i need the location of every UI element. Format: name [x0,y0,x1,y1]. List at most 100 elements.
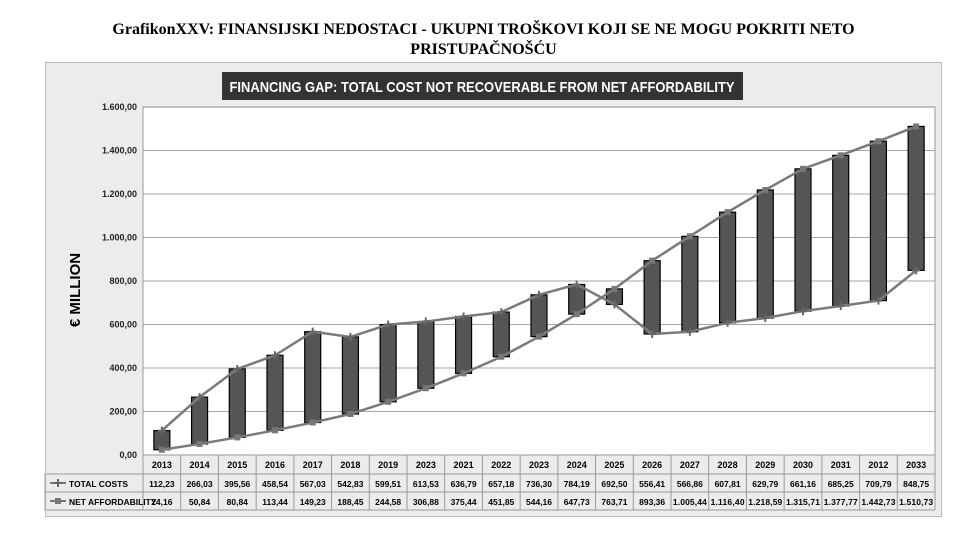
total-costs-marker [874,296,883,305]
net-affordability-marker [875,138,882,145]
net-affordability-marker [649,257,656,264]
data-cell: 736,30 [526,479,552,489]
data-cell: 784,19 [564,479,590,489]
y-tick-label: 600,00 [109,320,137,330]
net-affordability-marker [837,152,844,159]
gap-bar [190,396,209,445]
data-cell: 599,51 [375,479,401,489]
data-cell: 375,44 [451,497,477,507]
x-tick-label: 2026 [642,460,662,470]
y-axis-label: € MILLION [67,253,84,327]
x-tick-label: 2031 [831,460,851,470]
gap-bar [794,168,812,312]
x-tick-label: 2016 [265,460,285,470]
total-costs-marker [610,300,619,309]
net-affordability-marker [573,311,580,318]
x-tick-label: 2015 [227,460,247,470]
x-tick-label: 2012 [868,460,888,470]
data-cell: 636,79 [451,479,477,489]
x-tick-label: 2025 [604,460,624,470]
gap-bar [643,260,661,335]
total-costs-marker [572,280,581,289]
net-affordability-marker [913,123,920,130]
total-costs-marker [799,307,807,316]
data-cell: 1.005,44 [673,497,707,507]
gap-bar [718,211,737,324]
net-affordability-marker [272,427,278,434]
net-affordability-marker [347,411,354,418]
total-costs-marker [233,364,242,373]
x-tick-label: 2017 [303,460,323,470]
x-tick-label: 2018 [340,460,360,470]
total-costs-marker [723,318,732,327]
total-costs-marker [761,314,770,323]
gap-bar [832,154,850,307]
net-affordability-marker [498,353,505,360]
total-costs-marker [535,290,543,299]
data-cell: 1.218,59 [748,497,782,507]
x-tick-label: 2023 [416,460,436,470]
data-cell: 244,58 [375,497,401,507]
net-affordability-marker [686,233,693,240]
legend-plus-marker [54,479,62,487]
x-tick-label: 2013 [152,460,172,470]
data-cell: 544,16 [526,497,552,507]
data-cell: 629,79 [752,479,778,489]
data-cell: 1.377,77 [824,497,858,507]
document-title-line1: GrafikonXXV: FINANSIJSKI NEDOSTACI - UKU… [112,21,855,38]
data-cell: 613,53 [413,479,439,489]
net-affordability-marker [309,419,316,426]
net-affordability-marker [196,440,203,447]
net-affordability-marker [800,165,806,172]
data-cell: 607,81 [715,479,741,489]
x-tick-label: 2028 [718,460,738,470]
gap-bar [530,294,548,338]
data-cell: 112,23 [149,479,175,489]
net-affordability-marker [385,398,392,405]
net-affordability-marker [611,285,618,292]
chart-title: FINANCING GAP: TOTAL COST NOT RECOVERABL… [230,79,735,96]
data-cell: 566,86 [677,479,703,489]
gap-bar [379,324,397,403]
document-title-line2: PRISTUPAČNOŠĆU [410,41,557,58]
legend-label: NET AFFORDABILITY [69,497,157,507]
x-tick-label: 2019 [378,460,398,470]
y-tick-label: 0,00 [119,450,137,460]
gap-bar [756,189,774,319]
y-tick-label: 1.200,00 [102,189,137,199]
data-cell: 80,84 [227,497,249,507]
net-affordability-marker [158,446,165,453]
total-costs-marker [685,327,694,336]
net-affordability-marker [724,209,731,216]
data-cell: 567,03 [300,479,326,489]
total-costs-marker [459,312,468,321]
legend-square-marker [55,498,61,504]
total-costs-marker [384,320,393,329]
data-cell: 1.442,73 [861,497,895,507]
total-costs-marker [195,393,204,402]
data-cell: 556,41 [639,479,665,489]
legend-label: TOTAL COSTS [69,479,128,489]
x-tick-label: 2030 [793,460,813,470]
gap-bar [681,235,699,333]
total-costs-marker [912,266,921,275]
net-affordability-marker [422,385,429,392]
data-cell: 458,54 [262,479,288,489]
total-costs-marker [648,329,657,338]
gap-bar [869,140,888,302]
y-tick-label: 1.000,00 [102,233,137,243]
x-tick-label: 2023 [529,460,549,470]
x-tick-label: 2033 [906,460,926,470]
data-cell: 848,75 [903,479,929,489]
data-cell: 1.116,40 [711,497,745,507]
chart-title-banner [222,72,743,100]
data-cell: 50,84 [189,497,211,507]
y-tick-label: 400,00 [109,363,137,373]
gap-bar [228,368,246,439]
y-tick-label: 200,00 [109,407,137,417]
data-cell: 306,88 [413,497,439,507]
gap-bar [907,125,925,271]
data-cell: 893,36 [639,497,665,507]
data-cell: 661,16 [790,479,816,489]
data-cell: 657,18 [488,479,514,489]
